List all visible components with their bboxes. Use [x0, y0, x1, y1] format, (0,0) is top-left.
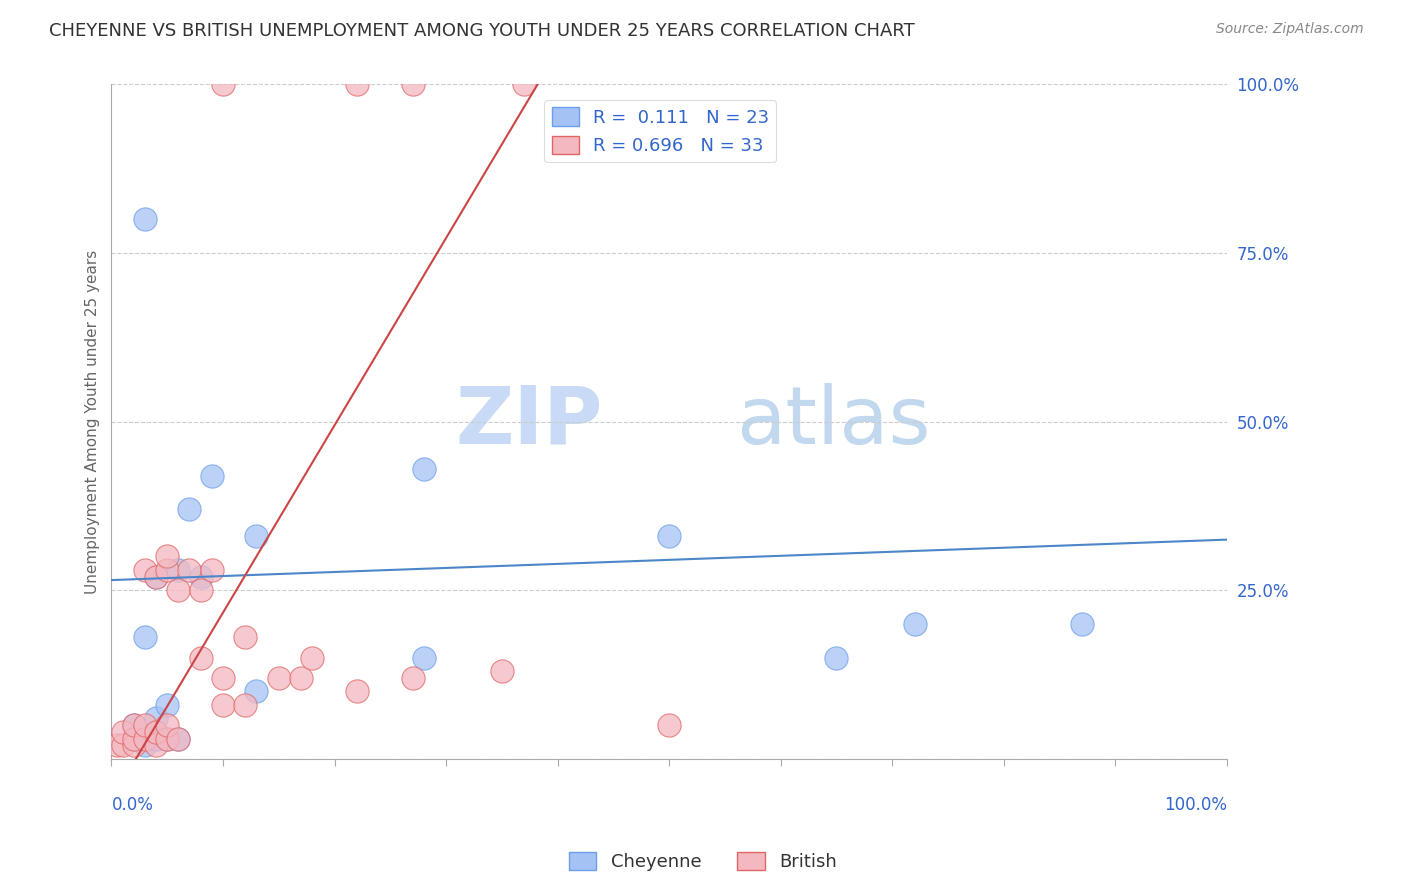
Text: Source: ZipAtlas.com: Source: ZipAtlas.com — [1216, 22, 1364, 37]
Point — [245, 684, 267, 698]
Point — [233, 631, 256, 645]
Point — [167, 563, 190, 577]
Point — [122, 718, 145, 732]
Point — [190, 570, 212, 584]
Point — [122, 731, 145, 746]
Point — [122, 718, 145, 732]
Legend: Cheyenne, British: Cheyenne, British — [562, 845, 844, 879]
Point — [179, 563, 201, 577]
Point — [145, 731, 167, 746]
Text: 100.0%: 100.0% — [1164, 796, 1227, 814]
Point — [111, 739, 134, 753]
Point — [658, 718, 681, 732]
Point — [145, 570, 167, 584]
Point — [401, 78, 423, 92]
Point — [825, 650, 848, 665]
Point — [134, 563, 156, 577]
Point — [245, 529, 267, 543]
Point — [145, 711, 167, 725]
Point — [167, 583, 190, 598]
Point — [190, 583, 212, 598]
Point — [179, 502, 201, 516]
Point — [658, 529, 681, 543]
Point — [145, 739, 167, 753]
Point — [105, 739, 128, 753]
Point — [401, 671, 423, 685]
Point — [267, 671, 290, 685]
Point — [167, 731, 190, 746]
Point — [513, 78, 536, 92]
Point — [156, 549, 179, 564]
Point — [212, 78, 235, 92]
Point — [1070, 616, 1092, 631]
Legend: R =  0.111   N = 23, R = 0.696   N = 33: R = 0.111 N = 23, R = 0.696 N = 33 — [544, 100, 776, 162]
Point — [301, 650, 323, 665]
Point — [290, 671, 312, 685]
Point — [122, 731, 145, 746]
Point — [167, 731, 190, 746]
Text: ZIP: ZIP — [456, 383, 602, 460]
Point — [156, 563, 179, 577]
Point — [134, 718, 156, 732]
Point — [491, 664, 513, 678]
Point — [212, 698, 235, 712]
Point — [134, 731, 156, 746]
Point — [903, 616, 925, 631]
Point — [346, 684, 368, 698]
Point — [156, 718, 179, 732]
Point — [212, 671, 235, 685]
Text: atlas: atlas — [737, 383, 931, 460]
Point — [134, 212, 156, 227]
Point — [145, 724, 167, 739]
Point — [233, 698, 256, 712]
Point — [412, 462, 434, 476]
Text: CHEYENNE VS BRITISH UNEMPLOYMENT AMONG YOUTH UNDER 25 YEARS CORRELATION CHART: CHEYENNE VS BRITISH UNEMPLOYMENT AMONG Y… — [49, 22, 915, 40]
Point — [190, 650, 212, 665]
Point — [134, 739, 156, 753]
Point — [111, 724, 134, 739]
Point — [134, 631, 156, 645]
Y-axis label: Unemployment Among Youth under 25 years: Unemployment Among Youth under 25 years — [86, 250, 100, 594]
Text: 0.0%: 0.0% — [111, 796, 153, 814]
Point — [346, 78, 368, 92]
Point — [156, 731, 179, 746]
Point — [122, 739, 145, 753]
Point — [145, 570, 167, 584]
Point — [201, 468, 224, 483]
Point — [201, 563, 224, 577]
Point — [412, 650, 434, 665]
Point — [156, 698, 179, 712]
Point — [156, 731, 179, 746]
